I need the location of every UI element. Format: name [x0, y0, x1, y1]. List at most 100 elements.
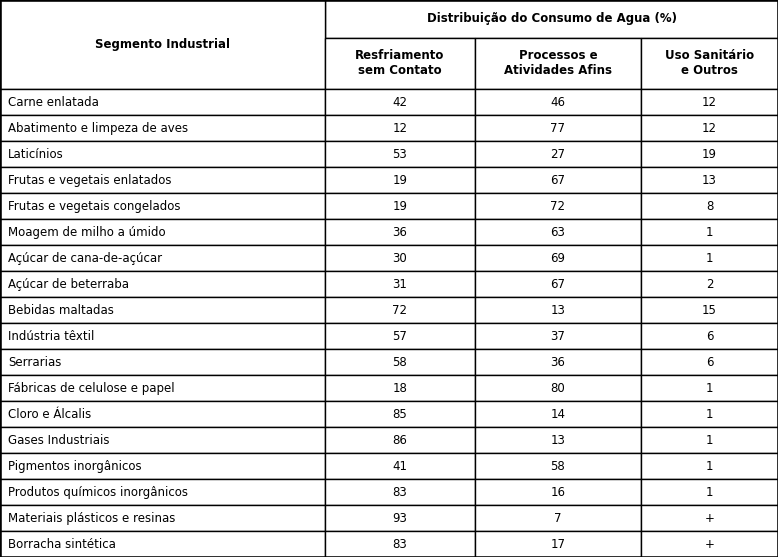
Text: 18: 18 — [392, 382, 408, 394]
Text: 36: 36 — [550, 355, 566, 369]
Bar — [0, 375, 325, 401]
Text: 58: 58 — [551, 460, 565, 472]
Bar — [325, 89, 475, 115]
Text: 67: 67 — [550, 174, 566, 187]
Bar — [641, 245, 778, 271]
Text: 13: 13 — [550, 304, 566, 316]
Bar — [0, 0, 325, 89]
Bar — [325, 375, 475, 401]
Text: Frutas e vegetais congelados: Frutas e vegetais congelados — [8, 199, 180, 213]
Text: Distribuição do Consumo de Agua (%): Distribuição do Consumo de Agua (%) — [426, 12, 677, 26]
Text: Borracha sintética: Borracha sintética — [8, 538, 116, 550]
Bar — [325, 38, 475, 89]
Text: 69: 69 — [550, 252, 566, 265]
Bar — [475, 427, 641, 453]
Bar — [325, 167, 475, 193]
Text: Materiais plásticos e resinas: Materiais plásticos e resinas — [8, 511, 175, 525]
Bar — [325, 219, 475, 245]
Text: 77: 77 — [550, 121, 566, 135]
Bar — [641, 375, 778, 401]
Text: 12: 12 — [702, 121, 717, 135]
Text: 6: 6 — [706, 355, 713, 369]
Bar — [475, 297, 641, 323]
Bar — [325, 531, 475, 557]
Bar — [641, 453, 778, 479]
Bar — [0, 245, 325, 271]
Text: Moagem de milho a úmido: Moagem de milho a úmido — [8, 226, 166, 238]
Text: 1: 1 — [706, 382, 713, 394]
Text: 80: 80 — [551, 382, 565, 394]
Text: Segmento Industrial: Segmento Industrial — [95, 38, 230, 51]
Bar — [475, 453, 641, 479]
Bar — [0, 531, 325, 557]
Bar — [475, 141, 641, 167]
Bar — [0, 297, 325, 323]
Text: Açúcar de cana-de-açúcar: Açúcar de cana-de-açúcar — [8, 252, 162, 265]
Text: 15: 15 — [702, 304, 717, 316]
Text: 2: 2 — [706, 277, 713, 291]
Text: 19: 19 — [392, 174, 408, 187]
Bar — [325, 453, 475, 479]
Text: 86: 86 — [392, 433, 408, 447]
Text: 6: 6 — [706, 330, 713, 343]
Bar — [0, 89, 325, 115]
Text: 12: 12 — [702, 96, 717, 109]
Text: Cloro e Álcalis: Cloro e Álcalis — [8, 408, 91, 421]
Bar — [641, 38, 778, 89]
Text: 93: 93 — [392, 511, 408, 525]
Text: Fábricas de celulose e papel: Fábricas de celulose e papel — [8, 382, 174, 394]
Bar — [325, 141, 475, 167]
Text: Carne enlatada: Carne enlatada — [8, 96, 99, 109]
Text: 1: 1 — [706, 252, 713, 265]
Text: 57: 57 — [392, 330, 408, 343]
Bar — [641, 323, 778, 349]
Bar — [475, 479, 641, 505]
Text: Produtos químicos inorgânicos: Produtos químicos inorgânicos — [8, 486, 187, 499]
Text: 41: 41 — [392, 460, 408, 472]
Text: 58: 58 — [393, 355, 407, 369]
Text: 31: 31 — [392, 277, 408, 291]
Bar — [475, 271, 641, 297]
Text: 1: 1 — [706, 460, 713, 472]
Text: 1: 1 — [706, 226, 713, 238]
Bar — [475, 38, 641, 89]
Text: 36: 36 — [392, 226, 408, 238]
Bar — [641, 89, 778, 115]
Text: 1: 1 — [706, 433, 713, 447]
Bar — [475, 323, 641, 349]
Bar — [475, 349, 641, 375]
Bar — [475, 505, 641, 531]
Bar — [641, 505, 778, 531]
Text: Laticínios: Laticínios — [8, 148, 64, 160]
Text: 12: 12 — [392, 121, 408, 135]
Bar — [0, 401, 325, 427]
Text: Açúcar de beterraba: Açúcar de beterraba — [8, 277, 129, 291]
Text: 14: 14 — [550, 408, 566, 421]
Text: +: + — [705, 511, 714, 525]
Text: Serrarias: Serrarias — [8, 355, 61, 369]
Text: 19: 19 — [392, 199, 408, 213]
Bar — [325, 297, 475, 323]
Text: Abatimento e limpeza de aves: Abatimento e limpeza de aves — [8, 121, 188, 135]
Text: 13: 13 — [550, 433, 566, 447]
Bar — [641, 219, 778, 245]
Text: 83: 83 — [393, 538, 407, 550]
Bar — [0, 115, 325, 141]
Bar — [641, 349, 778, 375]
Bar — [0, 323, 325, 349]
Text: 1: 1 — [706, 486, 713, 499]
Text: 46: 46 — [550, 96, 566, 109]
Text: +: + — [705, 538, 714, 550]
Bar — [475, 401, 641, 427]
Bar — [475, 375, 641, 401]
Bar — [325, 193, 475, 219]
Text: 19: 19 — [702, 148, 717, 160]
Text: 37: 37 — [550, 330, 566, 343]
Text: Processos e
Atividades Afins: Processos e Atividades Afins — [504, 50, 612, 77]
Bar — [0, 219, 325, 245]
Bar — [325, 479, 475, 505]
Bar — [0, 453, 325, 479]
Text: Uso Sanitário
e Outros: Uso Sanitário e Outros — [665, 50, 754, 77]
Text: Bebidas maltadas: Bebidas maltadas — [8, 304, 114, 316]
Bar — [475, 245, 641, 271]
